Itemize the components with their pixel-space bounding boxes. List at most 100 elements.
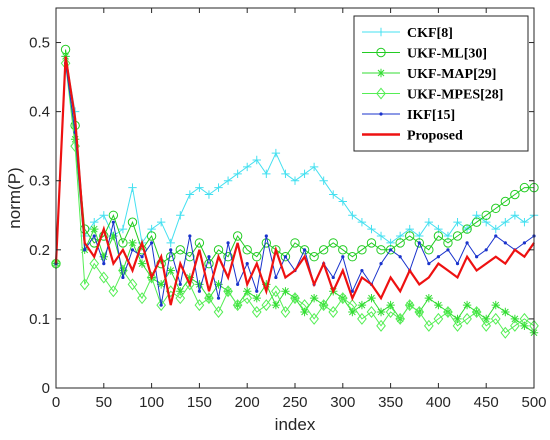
x-tick-label: 50 xyxy=(95,394,112,411)
data-point xyxy=(176,211,185,220)
x-tick-label: 150 xyxy=(187,394,212,411)
legend-item: CKF[8] xyxy=(362,26,453,41)
x-tick-label: 200 xyxy=(235,394,260,411)
data-point xyxy=(252,155,261,165)
data-point xyxy=(214,280,223,289)
data-point xyxy=(389,248,393,252)
data-point xyxy=(318,299,329,312)
y-tick-label: 0.5 xyxy=(29,35,50,52)
data-point xyxy=(130,248,135,252)
data-point xyxy=(166,238,175,248)
legend-label: CKF[8] xyxy=(407,26,453,41)
data-point xyxy=(519,182,530,193)
data-point xyxy=(108,210,119,220)
data-point xyxy=(290,238,300,248)
data-point xyxy=(242,245,252,255)
data-point xyxy=(184,278,195,291)
data-point xyxy=(331,275,335,280)
data-point xyxy=(452,319,463,332)
data-point xyxy=(357,245,367,255)
data-point xyxy=(357,300,367,310)
y-tick-label: 0.2 xyxy=(29,242,50,259)
legend-box xyxy=(353,15,529,152)
legend-label: UKF-MPES[28] xyxy=(407,88,503,103)
data-point xyxy=(347,252,358,262)
data-point xyxy=(309,162,319,172)
data-point xyxy=(300,169,309,179)
data-point xyxy=(490,312,501,325)
data-point xyxy=(290,292,300,305)
data-point xyxy=(137,259,147,268)
data-point xyxy=(341,255,345,259)
data-point xyxy=(424,217,434,227)
data-point xyxy=(146,271,157,284)
data-point xyxy=(299,299,310,312)
data-point xyxy=(510,211,520,220)
data-point xyxy=(309,252,319,262)
data-point xyxy=(204,190,214,199)
data-point xyxy=(204,258,214,269)
y-tick-label: 0.1 xyxy=(29,311,50,328)
data-point xyxy=(226,241,230,245)
data-point xyxy=(146,231,157,241)
data-point xyxy=(319,176,328,185)
data-point xyxy=(376,319,386,332)
data-point xyxy=(111,220,115,224)
x-tick-label: 300 xyxy=(330,394,355,411)
data-point xyxy=(405,231,415,241)
data-point xyxy=(150,241,154,245)
legend-label: UKF-ML[30] xyxy=(407,47,487,62)
data-point xyxy=(252,252,262,262)
data-point xyxy=(166,266,175,275)
data-point xyxy=(348,307,357,317)
data-point xyxy=(465,241,469,245)
data-point xyxy=(302,248,307,252)
data-point xyxy=(243,162,252,172)
data-point xyxy=(243,287,252,296)
data-point xyxy=(92,234,96,238)
data-point xyxy=(300,307,309,317)
data-point xyxy=(357,217,367,227)
data-point xyxy=(274,275,278,280)
data-point xyxy=(491,300,500,310)
data-point xyxy=(414,306,425,318)
data-point xyxy=(360,268,364,273)
data-point xyxy=(214,183,223,192)
data-point xyxy=(262,280,271,289)
legend-item: UKF-ML[30] xyxy=(362,47,487,62)
x-tick-label: 350 xyxy=(378,394,403,411)
data-point xyxy=(471,217,482,227)
data-point xyxy=(423,319,434,332)
data-point xyxy=(309,293,319,303)
data-point xyxy=(427,262,431,266)
data-point xyxy=(376,307,386,317)
data-point xyxy=(194,238,205,248)
data-point xyxy=(443,306,453,318)
legend-item: IKF[15] xyxy=(362,108,455,123)
data-point xyxy=(70,135,80,144)
data-point xyxy=(475,255,479,259)
data-point xyxy=(175,245,185,255)
data-point xyxy=(350,289,354,293)
data-point xyxy=(398,255,402,259)
data-point xyxy=(99,211,108,220)
data-point xyxy=(510,314,520,324)
x-tick-label: 0 xyxy=(52,394,60,411)
data-point xyxy=(520,217,529,227)
data-point xyxy=(376,231,386,241)
data-point xyxy=(242,292,253,305)
data-point xyxy=(481,319,492,332)
data-point xyxy=(89,257,100,270)
data-point xyxy=(338,197,347,206)
data-point xyxy=(156,280,166,289)
data-point xyxy=(385,245,396,255)
data-point xyxy=(385,306,396,318)
data-point xyxy=(255,289,259,293)
data-point xyxy=(283,255,288,259)
series-line xyxy=(54,56,535,306)
data-point xyxy=(232,299,243,312)
data-point xyxy=(436,255,440,259)
data-point xyxy=(452,231,463,241)
legend-label: Proposed xyxy=(407,129,463,144)
data-point xyxy=(271,148,281,158)
